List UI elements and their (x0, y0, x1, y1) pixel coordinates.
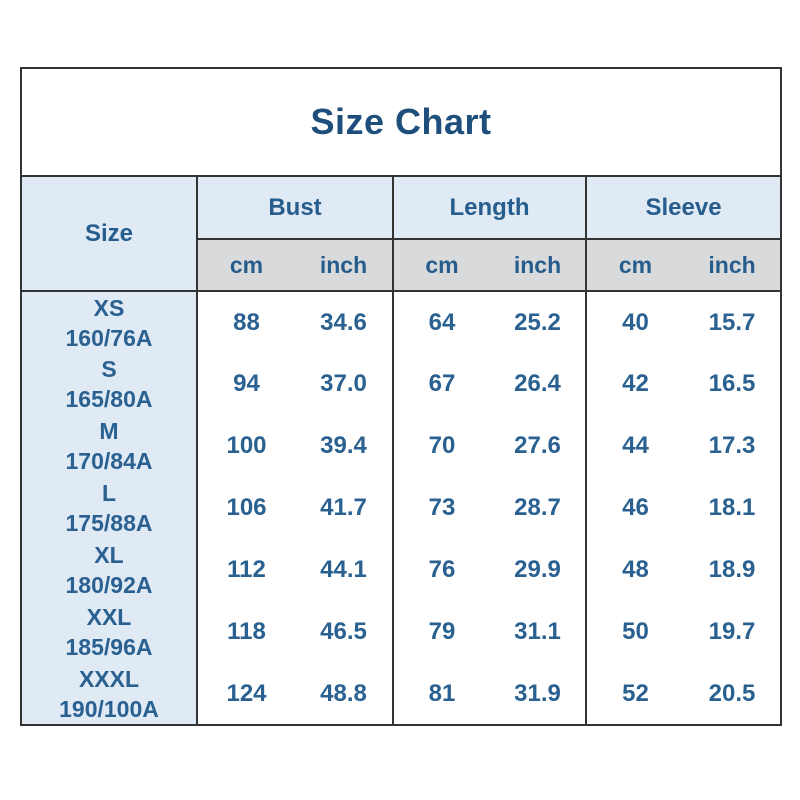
value-cell: 73 (392, 477, 490, 539)
value-cell: 18.1 (684, 477, 782, 539)
column-header-size: Size (21, 176, 198, 292)
size-cell: L 175/88A (21, 477, 198, 539)
size-spec: 185/96A (65, 634, 153, 660)
size-code: XL (94, 542, 124, 568)
size-cell: M 170/84A (21, 415, 198, 477)
size-cell: XL 180/92A (21, 539, 198, 601)
value-cell: 27.6 (490, 415, 586, 477)
size-cell: XXXL 190/100A (21, 663, 198, 725)
column-header-length: Length (392, 176, 586, 240)
unit-header-length-inch: inch (490, 239, 586, 292)
value-cell: 64 (392, 291, 490, 353)
value-cell: 67 (392, 353, 490, 415)
value-cell: 44.1 (295, 539, 393, 601)
value-cell: 40 (585, 291, 684, 353)
size-cell: XS 160/76A (21, 291, 198, 353)
value-cell: 41.7 (295, 477, 393, 539)
unit-header-row: cm inch cm inch cm inch (21, 239, 782, 292)
size-code: XXXL (78, 665, 140, 692)
unit-header-sleeve-inch: inch (684, 239, 782, 292)
value-cell: 94 (196, 353, 295, 415)
value-cell: 106 (196, 477, 295, 539)
value-cell: 31.1 (490, 601, 586, 663)
value-cell: 42 (585, 353, 684, 415)
size-spec: 180/92A (65, 572, 153, 598)
value-cell: 76 (392, 539, 490, 601)
column-header-sleeve: Sleeve (584, 176, 782, 240)
unit-header-bust-cm: cm (196, 239, 295, 292)
table-row: XXL 185/96A 118 46.5 79 31.1 50 19.7 (21, 601, 782, 663)
value-cell: 52 (585, 663, 684, 725)
size-code: M (99, 418, 119, 444)
size-cell: XXL 185/96A (21, 601, 198, 663)
unit-header-length-cm: cm (392, 239, 490, 292)
value-cell: 48 (585, 539, 684, 601)
unit-header-bust-inch: inch (295, 239, 393, 292)
table-row: S 165/80A 94 37.0 67 26.4 42 16.5 (21, 353, 782, 415)
value-cell: 70 (392, 415, 490, 477)
value-cell: 25.2 (490, 291, 586, 353)
value-cell: 18.9 (684, 539, 782, 601)
value-cell: 124 (196, 663, 295, 725)
size-spec: 160/76A (65, 324, 153, 351)
value-cell: 44 (585, 415, 684, 477)
title-row: Size Chart (21, 68, 782, 177)
value-cell: 17.3 (684, 415, 782, 477)
table-row: XXXL 190/100A 124 48.8 81 31.9 52 20.5 (21, 663, 782, 725)
size-chart-table: Size Chart Size Bust Length Sleeve cm in… (20, 67, 783, 726)
size-code: L (101, 480, 117, 506)
value-cell: 34.6 (295, 291, 393, 353)
table-row: M 170/84A 100 39.4 70 27.6 44 17.3 (21, 415, 782, 477)
table-row: L 175/88A 106 41.7 73 28.7 46 18.1 (21, 477, 782, 539)
value-cell: 37.0 (295, 353, 393, 415)
value-cell: 19.7 (684, 601, 782, 663)
size-table: Size Chart Size Bust Length Sleeve cm in… (20, 67, 783, 726)
value-cell: 46 (585, 477, 684, 539)
value-cell: 26.4 (490, 353, 586, 415)
value-cell: 46.5 (295, 601, 393, 663)
value-cell: 15.7 (684, 291, 782, 353)
size-cell: S 165/80A (21, 353, 198, 415)
table-row: XS 160/76A 88 34.6 64 25.2 40 15.7 (21, 291, 782, 353)
value-cell: 16.5 (684, 353, 782, 415)
column-header-bust: Bust (196, 176, 393, 240)
group-header-row: Size Bust Length Sleeve (21, 176, 782, 292)
value-cell: 81 (392, 663, 490, 725)
value-cell: 39.4 (295, 415, 393, 477)
size-code: XXL (86, 604, 132, 630)
size-code: XS (93, 294, 125, 321)
value-cell: 100 (196, 415, 295, 477)
value-cell: 48.8 (295, 663, 393, 725)
size-table-body: XS 160/76A 88 34.6 64 25.2 40 15.7 S 165/80A 94 37.… (21, 291, 782, 725)
size-spec: 175/88A (65, 510, 153, 536)
size-spec: 170/84A (65, 448, 153, 474)
value-cell: 88 (196, 291, 295, 353)
size-spec: 165/80A (65, 386, 153, 412)
value-cell: 112 (196, 539, 295, 601)
value-cell: 28.7 (490, 477, 586, 539)
value-cell: 20.5 (684, 663, 782, 725)
value-cell: 79 (392, 601, 490, 663)
value-cell: 31.9 (490, 663, 586, 725)
value-cell: 50 (585, 601, 684, 663)
value-cell: 118 (196, 601, 295, 663)
page-title: Size Chart (21, 68, 782, 177)
value-cell: 29.9 (490, 539, 586, 601)
unit-header-sleeve-cm: cm (585, 239, 684, 292)
size-code: S (101, 356, 117, 382)
table-row: XL 180/92A 112 44.1 76 29.9 48 18.9 (21, 539, 782, 601)
size-spec: 190/100A (59, 695, 159, 722)
